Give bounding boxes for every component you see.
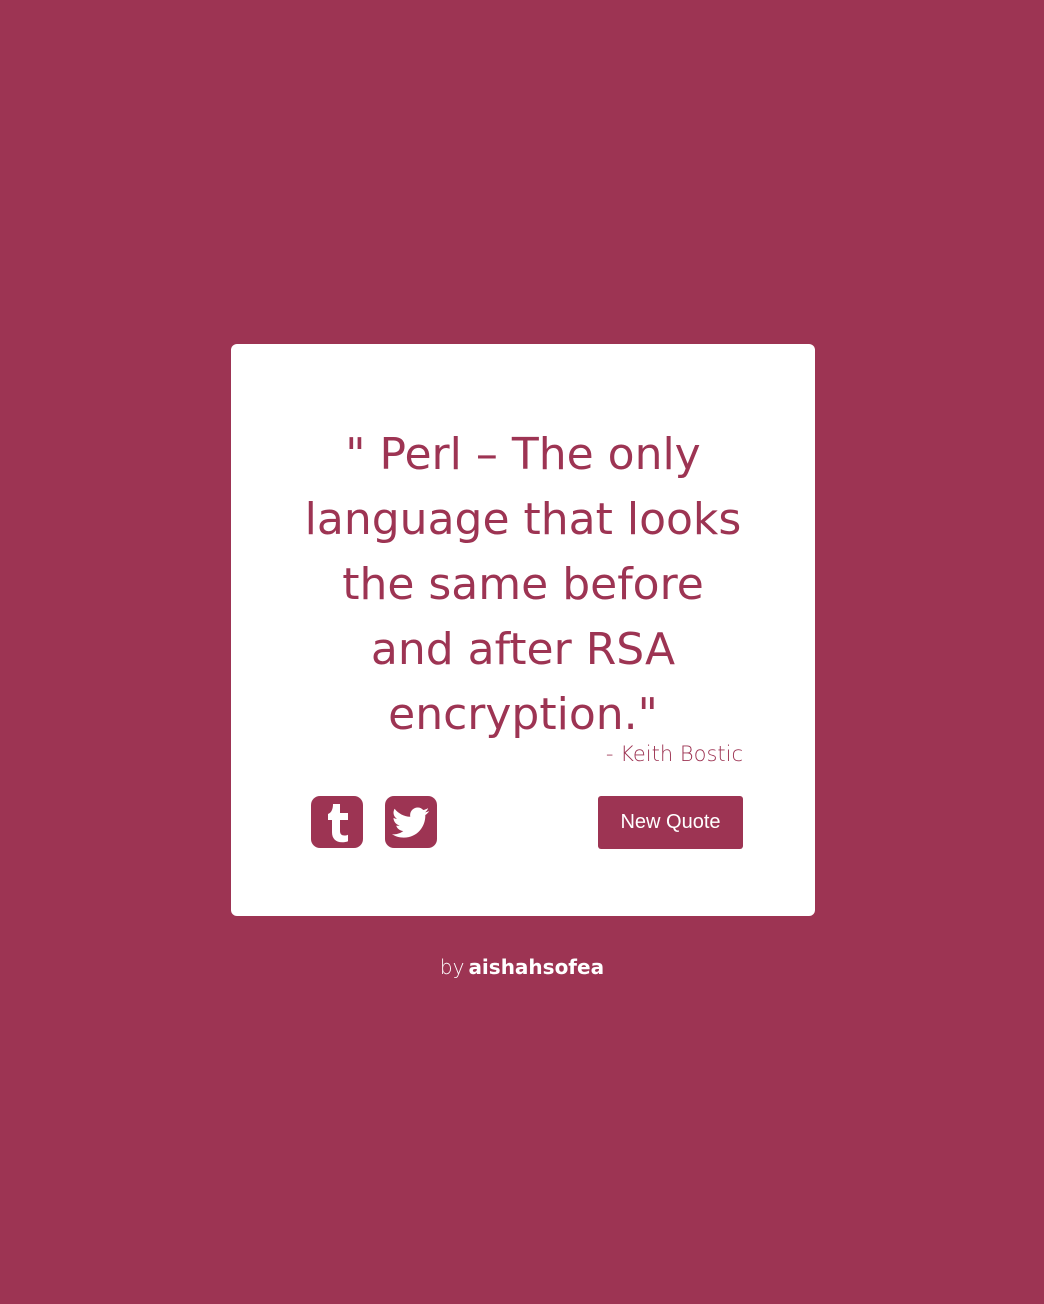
quote-card: " Perl – The only language that looks th…	[231, 344, 815, 916]
footer-by-label: by	[439, 955, 465, 979]
quote-text: " Perl – The only language that looks th…	[304, 429, 742, 740]
tumblr-icon	[328, 804, 348, 843]
footer-credit: by aishahsofea	[0, 955, 1044, 979]
author-handle-link[interactable]: aishahsofea	[468, 955, 605, 979]
twitter-icon	[391, 807, 430, 838]
quote-author: - Keith Bostic	[605, 742, 743, 766]
twitter-share-button[interactable]	[385, 796, 437, 848]
tumblr-share-button[interactable]	[311, 796, 363, 848]
new-quote-button[interactable]: New Quote	[598, 796, 743, 849]
